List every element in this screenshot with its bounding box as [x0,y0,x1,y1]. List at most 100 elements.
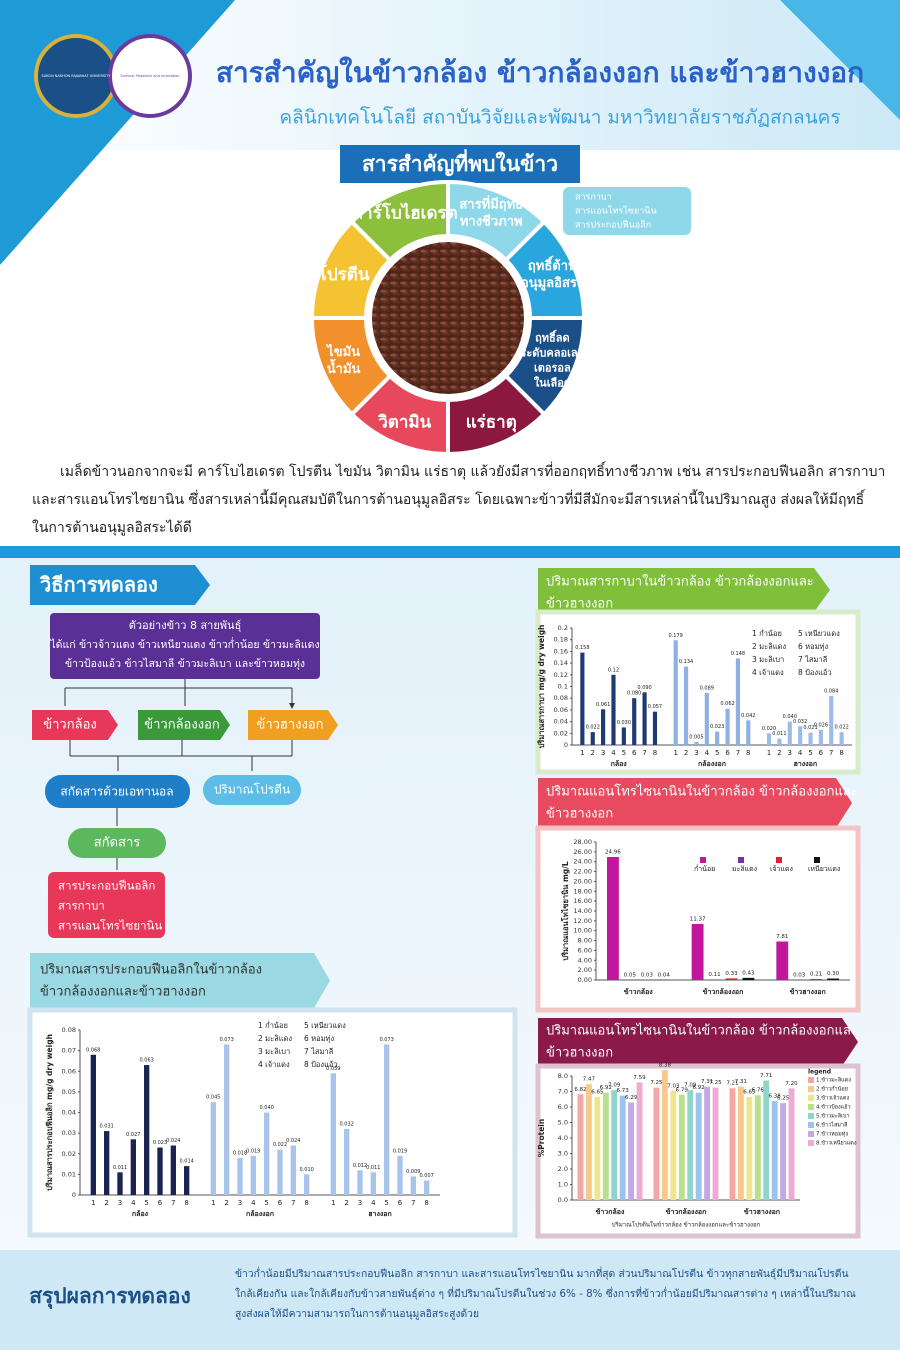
x-tick-label: 4 [371,1199,376,1207]
y-axis-label: ปริมาณสารกาบา mg/g dry weigh [537,625,546,749]
bar [264,1112,270,1195]
x-tick-label: 4 [131,1199,136,1207]
group-label: ข้าวกล้อง [596,1207,625,1216]
callout [563,187,691,235]
bar [580,652,585,745]
bar [684,666,689,745]
legend-swatch [808,1077,814,1083]
sample-box [50,613,320,679]
value-label: 0.12 [608,667,619,673]
chart-frame [27,1007,518,1238]
bar [590,732,595,745]
segment-label: ไขมัน [325,343,360,360]
bar [577,1094,584,1200]
value-label: 0.022 [834,725,848,731]
x-tick-label: 3 [601,749,605,757]
x-tick-label: 3 [788,749,792,757]
value-label: 0.022 [273,1142,287,1148]
chart-title: ข้าวฮางงอก [546,1046,613,1061]
value-label: 7.03 [667,1084,680,1090]
value-label: 0.007 [420,1173,434,1179]
bar [397,1155,403,1195]
x-tick-label: 1 [91,1199,95,1207]
bar [330,1073,336,1195]
value-label: 7.31 [701,1079,713,1085]
bar [780,1103,787,1200]
title: สารสำคัญในข้าวกล้อง ข้าวกล้องงอก และข้าว… [216,56,864,89]
x-tick-label: 1 [580,749,584,757]
bar [704,1086,711,1200]
y-tick-label: 0.04 [554,718,568,726]
value-label: 0.080 [627,691,641,697]
bar [715,731,720,745]
value-label: 0.024 [286,1138,300,1144]
value-label: 0.030 [617,720,631,726]
y-tick-label: 8.00 [578,937,592,945]
bar [601,709,606,745]
y-tick-label: 0.02 [62,1150,76,1158]
bar [673,640,678,745]
bar [746,720,751,745]
y-tick-label: 0.12 [554,671,568,679]
y-tick-label: 0.04 [62,1109,76,1117]
intro-line: ในการต้านอนุมูลอิสระได้ดี [32,519,192,536]
y-axis-label: ปริมาณแอนโทไซยานิน mg/L [560,861,570,961]
legend-swatch [814,857,820,863]
x-tick-label: 6 [632,749,637,757]
flow-text: ข้าวกล้องงอก [144,718,220,733]
flow-box [138,710,230,740]
value-label: 6.38 [769,1094,782,1100]
legend-swatch [700,857,706,863]
rice-image [372,242,524,394]
chart-banner [538,1018,858,1066]
segment-label: ในเลือด [534,376,571,390]
segment-label: อนุมูลอิสระ [521,276,584,291]
y-tick-label: 4.00 [578,956,592,964]
bar [737,1086,744,1200]
value-label: 6.29 [625,1095,638,1101]
x-tick-label: 5 [264,1199,268,1207]
segment-label: เตอรอล [534,362,571,375]
logo-text: Science, Research and Innovation [120,74,179,78]
y-tick-label: 14.00 [573,907,592,915]
legend-entry: 4.ข้าวป้องแอ้ว [816,1104,851,1111]
value-label: 0.061 [596,702,610,708]
bar [628,1102,635,1200]
y-tick-label: 8.0 [558,1072,568,1080]
group-label: กล้อง [132,1209,149,1218]
legend-entry: 6.ข้าวไสมาลี [816,1122,847,1129]
bar [304,1174,310,1195]
legend-entry: 5.ข้าวมะลิเบา [816,1113,850,1120]
flow-text: สารแอนโทรไซยานิน [58,919,162,933]
bar [424,1180,430,1195]
x-tick-label: 4 [251,1199,256,1207]
conclusion-line: สูงส่งผลให้มีความสามารถในการต้านอนุมูลอิ… [235,1308,479,1320]
x-tick-label: 2 [224,1199,228,1207]
section-banner [340,145,580,183]
header-shape [780,0,900,120]
segment-label: ทางชีวภาพ [460,214,523,230]
value-label: 0.023 [710,724,724,730]
key-entry: 8 ป้องแอ้ว [304,1060,338,1069]
method-banner [30,565,210,605]
value-label: 0.024 [166,1138,180,1144]
value-label: 0.019 [246,1148,260,1154]
x-tick-label: 8 [304,1199,308,1207]
legend-swatch [808,1086,814,1092]
segment-label: วิตามิน [378,412,432,432]
x-tick-label: 8 [653,749,657,757]
y-tick-label: 28.00 [573,838,592,846]
value-label: 0.042 [741,713,755,719]
value-label: 0.011 [113,1165,127,1171]
value-label: 0.032 [793,719,807,725]
group-label: ฮางงอก [794,760,817,768]
chart-title: ปริมาณสารกาบาในข้าวกล้อง ข้าวกล้องงอกและ [546,574,814,590]
segment-label: ฤทธิ์ต้าน [528,255,577,274]
value-label: 0.063 [140,1058,154,1064]
value-label: 7.21 [726,1081,738,1087]
value-label: 0.090 [637,685,651,691]
bar [653,1087,660,1200]
y-axis-label: %Protein [537,1119,546,1157]
y-tick-label: 4.0 [558,1134,568,1142]
value-label: 0.05 [624,972,637,978]
